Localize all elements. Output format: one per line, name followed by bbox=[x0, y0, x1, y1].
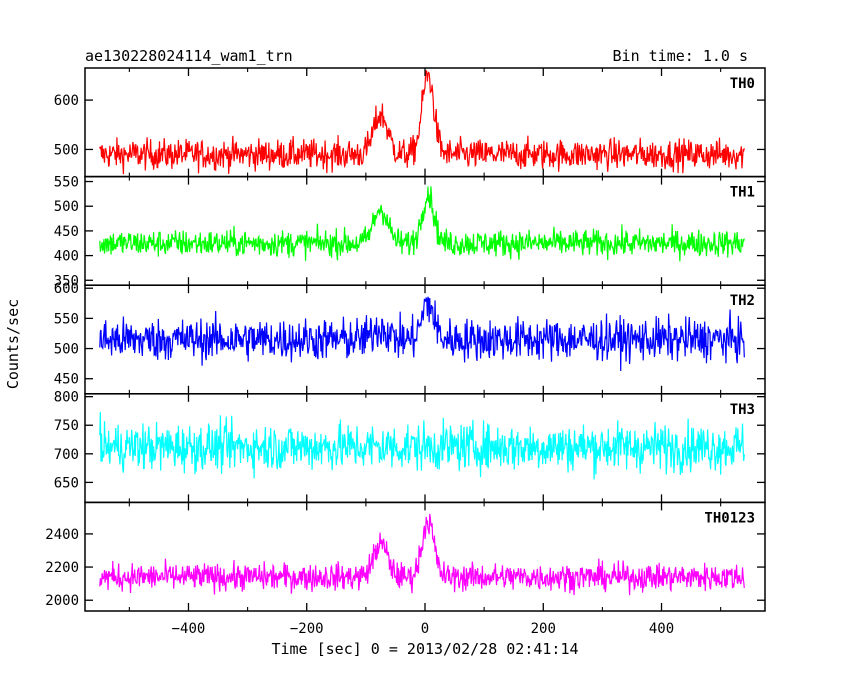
bin-time-label: Bin time: 1.0 s bbox=[613, 47, 748, 65]
panel-th0: 500 600 TH0 bbox=[54, 67, 766, 178]
x-tick-label: −400 bbox=[172, 621, 206, 637]
y-tick-label: 500 bbox=[54, 342, 79, 358]
panel-frame bbox=[84, 175, 766, 286]
chart-title: ae130228024114_wam1_trn bbox=[85, 47, 293, 65]
y-tick-label: 500 bbox=[54, 199, 79, 215]
y-tick-label: 2000 bbox=[45, 593, 79, 609]
y-tick-label: 600 bbox=[54, 281, 79, 297]
x-tick-label: 200 bbox=[531, 621, 556, 637]
panel-th2: 450 500 550 600 TH2 bbox=[54, 281, 766, 395]
series-line-th1 bbox=[99, 186, 745, 262]
panel-th3: 650 700 750 800 TH3 bbox=[54, 390, 766, 504]
y-tick-label: 800 bbox=[54, 390, 79, 406]
series-line-th3 bbox=[99, 411, 745, 480]
series-line-th2 bbox=[99, 296, 745, 372]
y-tick-label: 450 bbox=[54, 224, 79, 240]
panel-label-th2: TH2 bbox=[730, 293, 755, 309]
y-tick-label: 350 bbox=[54, 273, 79, 289]
y-tick-label: 450 bbox=[54, 372, 79, 388]
y-tick-label: 550 bbox=[54, 175, 79, 191]
y-tick-label: 600 bbox=[54, 93, 79, 109]
y-tick-label: 400 bbox=[54, 249, 79, 265]
y-tick-label: 2200 bbox=[45, 560, 79, 576]
panel-frame bbox=[84, 501, 766, 612]
y-tick-label: 500 bbox=[54, 142, 79, 158]
y-tick-label: 650 bbox=[54, 475, 79, 491]
panel-label-th3: TH3 bbox=[730, 402, 755, 418]
panels-group: 500 600 TH0 350 400 450 500 550 TH1 450 500 550 600 T… bbox=[45, 67, 766, 637]
y-tick-label: 700 bbox=[54, 447, 79, 463]
x-axis-label: Time [sec] 0 = 2013/02/28 02:41:14 bbox=[271, 640, 578, 658]
panel-th1: 350 400 450 500 550 TH1 bbox=[54, 175, 766, 289]
y-tick-label: 2400 bbox=[45, 527, 79, 543]
panel-label-th0: TH0 bbox=[730, 76, 755, 92]
x-tick-label: 400 bbox=[649, 621, 674, 637]
series-line-th0123 bbox=[99, 513, 745, 596]
panel-th0123: 2000 2200 2400 TH0123 −400 −200 0 200 400 bbox=[45, 501, 766, 637]
series-line-th0 bbox=[99, 69, 745, 175]
panel-label-th0123: TH0123 bbox=[704, 510, 755, 526]
y-axis-label: Counts/sec bbox=[4, 299, 22, 389]
panel-label-th1: TH1 bbox=[730, 185, 755, 201]
x-tick-label: 0 bbox=[421, 621, 429, 637]
y-tick-label: 550 bbox=[54, 311, 79, 327]
x-tick-label: −200 bbox=[290, 621, 324, 637]
y-tick-label: 750 bbox=[54, 418, 79, 434]
